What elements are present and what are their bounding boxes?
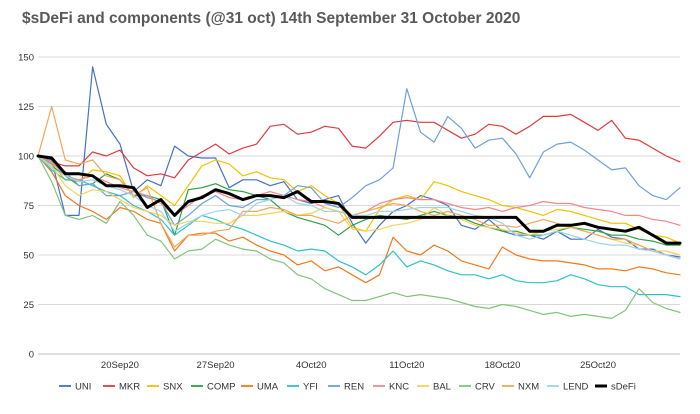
series-line-uni (37, 66, 681, 258)
series-line-snx (37, 155, 681, 244)
series-line-uma (37, 155, 681, 284)
series-line-comp (37, 155, 681, 246)
series-line-ren (37, 88, 681, 226)
legend-label: REN (344, 382, 364, 393)
chart-title: $sDeFi and components (@31 oct) 14th Sep… (22, 10, 521, 27)
legend-item-uma: UMA (241, 382, 279, 393)
legend-item-bal: BAL (417, 382, 451, 393)
legend-label: LEND (563, 382, 588, 393)
legend-item-sdefi: sDeFi (595, 382, 636, 393)
x-tick-label: 25Oct20 (580, 360, 616, 371)
series-line-mkr (37, 113, 681, 179)
series-line-crv (37, 155, 681, 319)
y-axis-ticks: 0 25 50 75 100 125 150 (18, 53, 34, 361)
legend-item-knc: KNC (373, 382, 409, 393)
legend-item-ren: REN (328, 382, 364, 393)
x-tick-label: 4Oct20 (296, 360, 327, 371)
legend-label: MKR (119, 382, 140, 393)
y-tick-label: 0 (29, 350, 34, 361)
legend-item-uni: UNI (59, 382, 91, 393)
series-line-yfi (37, 155, 681, 298)
x-tick-label: 20Sep20 (101, 360, 139, 371)
series-line-nxm (37, 105, 681, 260)
x-tick-label: 11Oct20 (389, 360, 424, 371)
x-tick-label: 18Oct20 (484, 360, 520, 371)
legend-item-crv: CRV (459, 382, 496, 393)
y-tick-label: 25 (23, 300, 34, 311)
legend-label: COMP (207, 382, 236, 393)
legend-item-mkr: MKR (103, 382, 140, 393)
legend-label: UNI (75, 382, 91, 393)
legend-label: KNC (389, 382, 409, 393)
y-tick-label: 150 (18, 53, 34, 64)
y-tick-label: 50 (23, 251, 34, 262)
legend-item-snx: SNX (147, 382, 183, 393)
legend-label: UMA (257, 382, 279, 393)
legend-item-yfi: YFI (287, 382, 318, 393)
legend-label: CRV (475, 382, 496, 393)
legend-label: BAL (433, 382, 451, 393)
x-tick-label: 27Sep20 (197, 360, 235, 371)
series-line-sdefi (36, 154, 682, 245)
y-tick-label: 75 (23, 201, 34, 212)
legend: UNI MKR SNX COMP UMA YFI REN KNC BAL CRV NXM LEND sD… (59, 382, 636, 393)
legend-item-comp: COMP (191, 382, 236, 393)
legend-label: YFI (303, 382, 318, 393)
gridlines (38, 56, 680, 355)
legend-label: NXM (518, 382, 539, 393)
series-lines (36, 66, 682, 319)
legend-label: SNX (163, 382, 183, 393)
y-tick-label: 100 (18, 152, 34, 163)
legend-item-lend: LEND (547, 382, 588, 393)
legend-item-nxm: NXM (502, 382, 539, 393)
legend-label: sDeFi (611, 382, 636, 393)
y-tick-label: 125 (18, 102, 34, 113)
x-axis-ticks: 20Sep20 27Sep20 4Oct20 11Oct20 18Oct20 25Oct2… (101, 360, 616, 371)
